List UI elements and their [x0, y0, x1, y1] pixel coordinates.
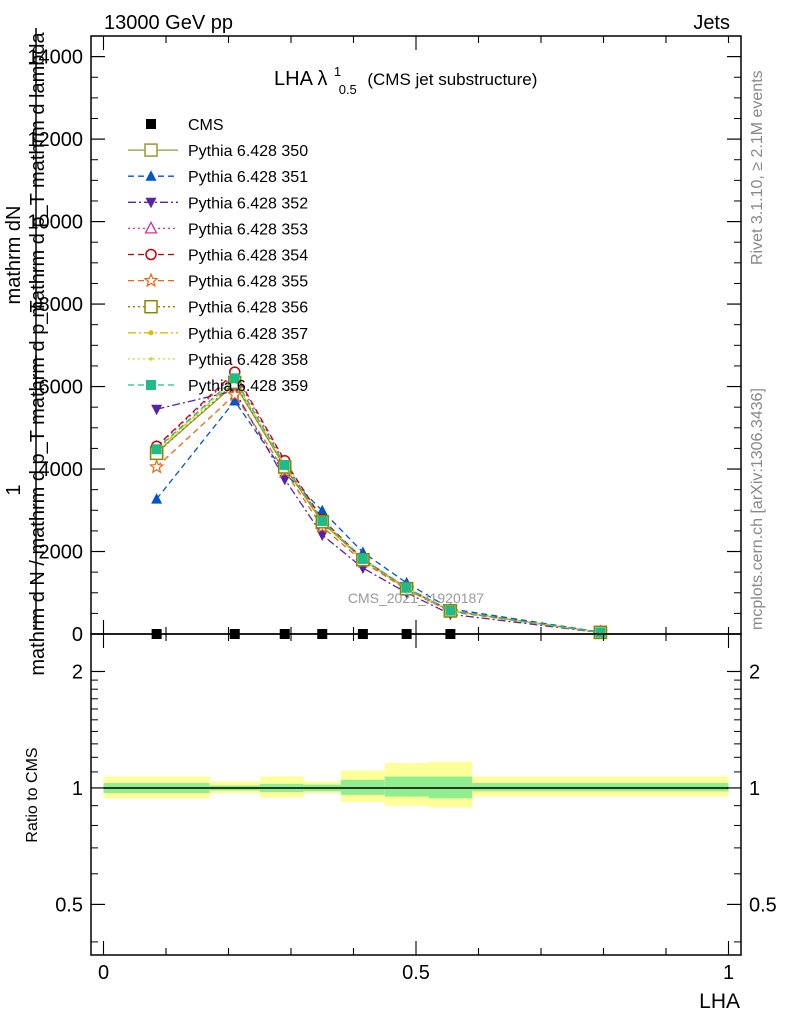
ratio-y-tick-label-right: 0.5	[749, 894, 777, 916]
legend-label: Pythia 6.428 358	[188, 352, 308, 369]
main-y-tick-label: 0	[72, 624, 83, 646]
legend-entry-pythia-6-428-355: Pythia 6.428 355	[128, 272, 308, 291]
data-point-pythia-6-428-352	[151, 404, 163, 416]
legend-label: Pythia 6.428 355	[188, 274, 308, 291]
header-left: 13000 GeV pp	[104, 12, 233, 34]
legend-marker	[144, 143, 158, 157]
series-line-pythia-6-428-356	[156, 381, 601, 634]
y-label-top-line1: mathrm dN	[3, 206, 25, 305]
data-point-pythia-6-428-352	[279, 474, 291, 486]
series-line-pythia-6-428-355	[156, 393, 601, 634]
ratio-y-tick-label-right: 1	[749, 778, 760, 800]
legend-marker	[144, 220, 158, 234]
x-axis-label: LHA	[699, 990, 740, 1013]
series-line-pythia-6-428-351	[156, 399, 601, 633]
y-axis-label: 1 mathrm dN mathrm d p_T mathrm d lambda…	[3, 28, 49, 676]
main-y-tick-label: 10000	[27, 212, 83, 234]
data-point-pythia-6-428-359	[445, 605, 456, 616]
legend-marker	[145, 197, 157, 209]
legend-label: Pythia 6.428 356	[188, 300, 308, 317]
main-y-tick-label: 2000	[39, 542, 84, 564]
legend-marker	[144, 299, 158, 314]
legend-label: Pythia 6.428 359	[188, 378, 308, 395]
legend-marker	[145, 248, 157, 261]
ratio-y-tick-label: 2	[72, 661, 83, 683]
series-line-pythia-6-428-354	[156, 371, 601, 634]
data-point-pythia-6-428-351	[151, 493, 163, 504]
legend-entry-pythia-6-428-354: Pythia 6.428 354	[128, 248, 308, 265]
data-point-pythia-6-428-359	[229, 373, 240, 384]
legend-label: Pythia 6.428 352	[188, 195, 308, 212]
data-point-pythia-6-428-359	[317, 515, 328, 526]
legend-entry-cms: CMS	[146, 117, 224, 134]
data-point-pythia-6-428-351	[316, 504, 328, 516]
legend-marker	[148, 330, 154, 336]
series-line-pythia-6-428-358	[156, 379, 601, 634]
x-tick-label: 0	[98, 962, 109, 984]
legend-label: CMS	[188, 117, 224, 134]
ratio-band-inner	[384, 776, 429, 797]
legend-entry-pythia-6-428-358: Pythia 6.428 358	[128, 352, 308, 369]
ratio-plot-panel: 0.5 0.5 1 1 2 2 0 0.5 1	[55, 633, 777, 984]
x-tick-label: 1	[723, 962, 734, 984]
legend-entry-pythia-6-428-357: Pythia 6.428 357	[128, 326, 308, 343]
plot-title-suffix: (CMS jet substructure)	[367, 70, 537, 89]
legend-marker	[149, 357, 153, 361]
legend-marker	[143, 272, 159, 288]
header-right: Jets	[693, 12, 730, 34]
data-point-pythia-6-428-351	[229, 394, 241, 406]
ratio-band-inner	[472, 782, 729, 792]
series-line-pythia-6-428-359	[156, 377, 601, 634]
legend-entry-pythia-6-428-356: Pythia 6.428 356	[128, 300, 308, 317]
data-point-pythia-6-428-359	[279, 459, 290, 470]
main-plot-panel: 0 2000 4000 6000 8000 10000 12000 14000	[27, 35, 742, 646]
plot-title-main: LHA λ	[274, 68, 327, 90]
legend-marker	[145, 170, 157, 181]
data-point-pythia-6-428-352	[316, 530, 328, 542]
rivet-version-text: Rivet 3.1.10, ≥ 2.1M events	[749, 70, 766, 265]
legend-entry-pythia-6-428-350: Pythia 6.428 350	[128, 143, 308, 160]
plot-title: LHA λ 1 0.5 (CMS jet substructure)	[274, 59, 537, 99]
legend-label: Pythia 6.428 350	[188, 143, 308, 160]
data-point-pythia-6-428-355	[226, 386, 243, 402]
legend-entry-pythia-6-428-352: Pythia 6.428 352	[128, 195, 308, 212]
data-point-pythia-6-428-359	[595, 627, 606, 638]
data-point-pythia-6-428-359	[357, 553, 368, 564]
main-y-tick-label: 6000	[39, 377, 84, 399]
main-y-tick-label: 8000	[39, 294, 84, 316]
ratio-y-tick-label: 0.5	[55, 894, 83, 916]
analysis-watermark: CMS_2021_I1920187	[348, 590, 484, 606]
legend-marker	[146, 119, 156, 129]
data-point-pythia-6-428-355	[148, 458, 165, 474]
plot-title-sup: 1	[334, 64, 341, 79]
main-y-tick-label: 4000	[39, 459, 84, 481]
main-y-tick-label: 14000	[27, 47, 83, 69]
legend-label: Pythia 6.428 357	[188, 326, 308, 343]
legend-marker	[146, 380, 156, 390]
plot-title-sub: 0.5	[339, 82, 357, 97]
legend-entry-pythia-6-428-359: Pythia 6.428 359	[128, 378, 308, 395]
mcplots-reference-text: mcplots.cern.ch [arXiv:1306.3436]	[749, 388, 766, 630]
data-point-pythia-6-428-359	[401, 582, 412, 593]
legend-label: Pythia 6.428 351	[188, 169, 308, 186]
data-point-pythia-6-428-359	[151, 444, 162, 455]
legend-label: Pythia 6.428 354	[188, 248, 308, 265]
legend-entry-pythia-6-428-353: Pythia 6.428 353	[128, 220, 308, 238]
ratio-y-tick-label: 1	[72, 778, 83, 800]
ratio-y-tick-label-right: 2	[749, 661, 760, 683]
legend-label: Pythia 6.428 353	[188, 221, 308, 238]
main-y-tick-label: 12000	[27, 129, 83, 151]
series-pythia-6-428-359	[151, 373, 606, 638]
legend: CMS Pythia 6.428 350 Pythia 6.428 351 Pythi…	[128, 117, 308, 395]
y-label-top-line2: mathrm d p_T mathrm d lambda	[27, 31, 49, 317]
x-tick-label: 0.5	[402, 962, 430, 984]
y-label-prefix: 1	[3, 484, 25, 495]
y-label-bottom-line1: mathrm d N / mathrm d p_T mathrm d p_T	[27, 300, 49, 675]
ratio-y-label: Ratio to CMS	[24, 747, 41, 842]
series-line-pythia-6-428-352	[156, 389, 601, 634]
legend-entry-pythia-6-428-351: Pythia 6.428 351	[128, 169, 308, 186]
